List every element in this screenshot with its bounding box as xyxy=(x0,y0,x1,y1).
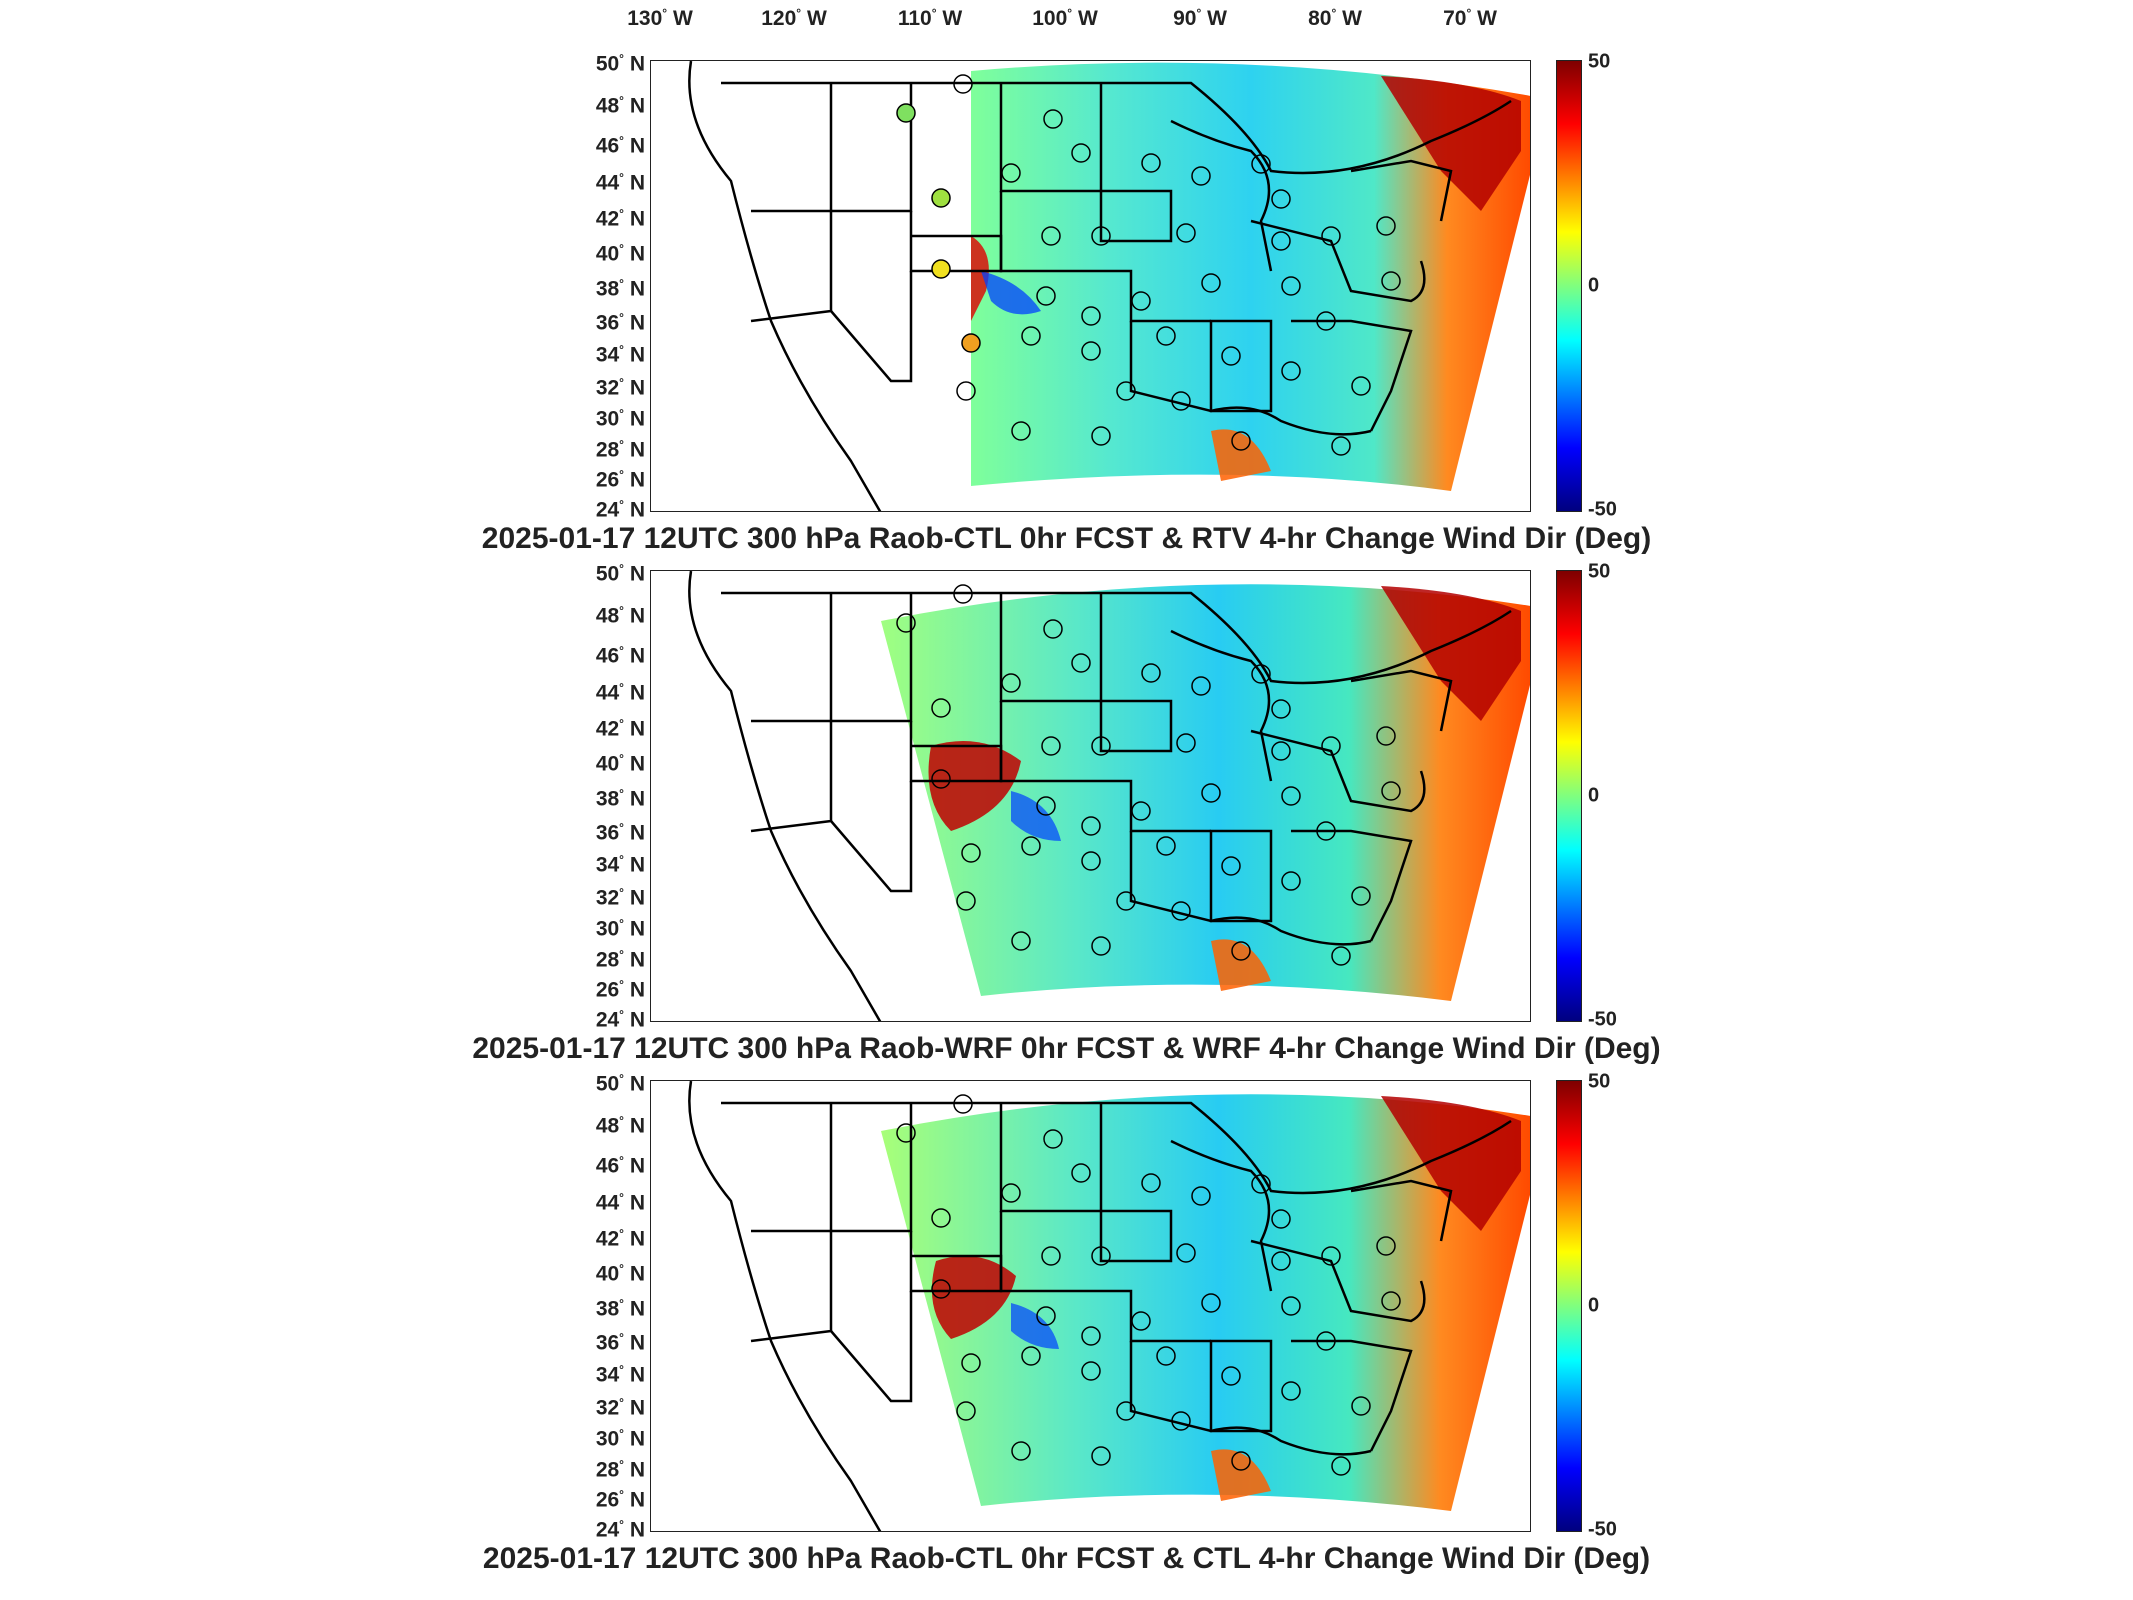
lat-label: 32° N xyxy=(595,375,645,400)
lat-label: 44° N xyxy=(595,170,645,195)
lat-label: 50° N xyxy=(595,51,645,76)
colorbar-tick-min: -50 xyxy=(1588,498,1617,521)
lat-label: 30° N xyxy=(595,916,645,941)
colorbar-tick-min: -50 xyxy=(1588,1008,1617,1031)
lat-label: 30° N xyxy=(595,406,645,431)
rockies-maximum xyxy=(931,1256,1016,1339)
map-frame xyxy=(650,1080,1531,1532)
lat-label: 28° N xyxy=(595,437,645,462)
lat-label: 38° N xyxy=(595,1296,645,1321)
colorbar-tick-mid: 0 xyxy=(1588,1294,1600,1317)
lon-label: 130° W xyxy=(627,6,693,30)
rockies-maximum xyxy=(928,741,1021,831)
lat-label: 36° N xyxy=(595,1330,645,1355)
rockies-minimum xyxy=(981,271,1041,315)
colorbar xyxy=(1556,1080,1582,1532)
lat-label: 48° N xyxy=(595,93,645,118)
colorbar-tick-mid: 0 xyxy=(1588,274,1600,297)
raob-stations xyxy=(896,74,1401,456)
colorbar-tick-min: -50 xyxy=(1588,1518,1617,1541)
lat-label: 24° N xyxy=(595,497,645,522)
lat-label: 32° N xyxy=(595,1395,645,1420)
colorbar-tick-mid: 0 xyxy=(1588,784,1600,807)
colorbar-tick-max: 50 xyxy=(1588,1070,1611,1093)
gulf-maximum xyxy=(1211,939,1271,991)
lon-label: 80° W xyxy=(1308,6,1362,30)
lat-label: 34° N xyxy=(595,1362,645,1387)
lat-label: 26° N xyxy=(595,467,645,492)
northeast-maximum xyxy=(1381,586,1521,721)
lat-label: 38° N xyxy=(595,276,645,301)
lat-label: 36° N xyxy=(595,820,645,845)
lat-label: 40° N xyxy=(595,241,645,266)
lat-label: 50° N xyxy=(595,1071,645,1096)
lon-label: 110° W xyxy=(897,6,963,30)
rockies-minimum xyxy=(1011,791,1061,841)
lat-label: 40° N xyxy=(595,751,645,776)
lat-label: 48° N xyxy=(595,1113,645,1138)
colorbar-tick-max: 50 xyxy=(1588,50,1611,73)
colorbar-tick-max: 50 xyxy=(1588,560,1611,583)
rockies-maximum xyxy=(971,236,989,321)
forecast-domain xyxy=(971,62,1530,491)
gulf-maximum xyxy=(1211,1449,1271,1501)
map-canvas xyxy=(688,1081,1530,1531)
lat-label: 28° N xyxy=(595,947,645,972)
lat-label: 42° N xyxy=(595,1226,645,1251)
map-canvas xyxy=(688,61,1530,511)
forecast-domain xyxy=(881,584,1530,1001)
lat-label: 28° N xyxy=(595,1457,645,1482)
map-frame xyxy=(650,60,1531,512)
northeast-maximum xyxy=(1381,1096,1521,1231)
lat-label: 26° N xyxy=(595,1487,645,1512)
panel-title: 2025-01-17 12UTC 300 hPa Raob-WRF 0hr FC… xyxy=(472,1032,1661,1065)
lat-label: 44° N xyxy=(595,1190,645,1215)
gulf-maximum xyxy=(1211,429,1271,481)
colorbar xyxy=(1556,570,1582,1022)
lat-label: 34° N xyxy=(595,342,645,367)
raob-stations xyxy=(896,584,1401,966)
lat-label: 40° N xyxy=(595,1261,645,1286)
map-frame xyxy=(650,570,1531,1022)
map-borders xyxy=(688,571,1512,1021)
lat-label: 34° N xyxy=(595,852,645,877)
rockies-minimum xyxy=(1011,1303,1059,1349)
lat-label: 46° N xyxy=(595,133,645,158)
lon-label: 100° W xyxy=(1032,6,1098,30)
lat-label: 38° N xyxy=(595,786,645,811)
lon-label: 70° W xyxy=(1443,6,1497,30)
lat-label: 50° N xyxy=(595,561,645,586)
lat-label: 42° N xyxy=(595,716,645,741)
lat-label: 42° N xyxy=(595,206,645,231)
lat-label: 46° N xyxy=(595,1153,645,1178)
panel-title: 2025-01-17 12UTC 300 hPa Raob-CTL 0hr FC… xyxy=(482,1542,1651,1575)
lat-label: 24° N xyxy=(595,1517,645,1542)
forecast-domain xyxy=(881,1094,1530,1511)
lon-label: 90° W xyxy=(1173,6,1227,30)
lon-label: 120° W xyxy=(761,6,827,30)
lat-label: 32° N xyxy=(595,885,645,910)
lat-label: 36° N xyxy=(595,310,645,335)
lat-label: 46° N xyxy=(595,643,645,668)
raob-stations xyxy=(896,1094,1401,1476)
lat-label: 26° N xyxy=(595,977,645,1002)
colorbar xyxy=(1556,60,1582,512)
lat-label: 24° N xyxy=(595,1007,645,1032)
map-borders xyxy=(688,1081,1512,1531)
lat-label: 48° N xyxy=(595,603,645,628)
map-canvas xyxy=(688,571,1530,1021)
panel-title: 2025-01-17 12UTC 300 hPa Raob-CTL 0hr FC… xyxy=(481,522,1652,555)
lat-label: 44° N xyxy=(595,680,645,705)
lat-label: 30° N xyxy=(595,1426,645,1451)
northeast-maximum xyxy=(1381,76,1521,211)
map-borders xyxy=(688,61,1512,511)
